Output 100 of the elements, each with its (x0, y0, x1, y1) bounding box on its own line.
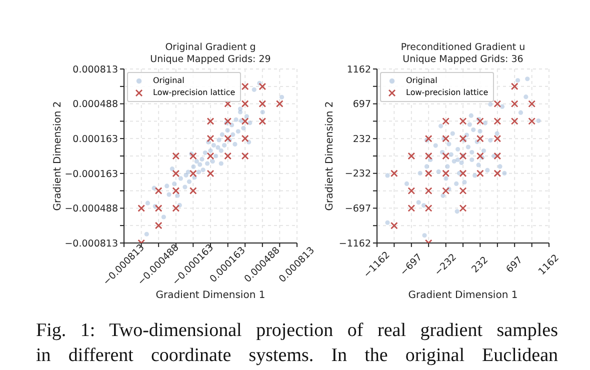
point (154, 222, 162, 230)
point (498, 164, 502, 169)
x-axis-title: Gradient Dimension 1 (156, 290, 266, 301)
point (476, 134, 484, 142)
point (494, 170, 502, 178)
point (494, 117, 502, 125)
point (438, 124, 444, 128)
point (502, 170, 507, 176)
point (494, 152, 502, 160)
legend-label: Low-precision lattice (153, 87, 236, 99)
point (206, 170, 214, 178)
point (248, 120, 252, 126)
point (510, 100, 518, 108)
point (216, 138, 222, 142)
x-axis-title: Gradient Dimension 1 (408, 290, 518, 301)
point (476, 162, 481, 168)
point (220, 132, 225, 137)
point (216, 145, 220, 150)
point (206, 152, 214, 160)
point (466, 144, 470, 150)
point (385, 220, 390, 225)
point (258, 100, 266, 108)
point (200, 168, 206, 172)
point (510, 82, 518, 90)
point (424, 152, 432, 160)
point (494, 131, 500, 136)
point (472, 173, 478, 178)
point (154, 204, 162, 212)
point (241, 118, 249, 125)
point (518, 110, 524, 115)
point (494, 100, 502, 108)
point (476, 152, 484, 160)
point (189, 187, 197, 194)
x-tick-label: 697 (504, 254, 525, 276)
point (436, 169, 441, 174)
point (276, 100, 284, 108)
point (175, 193, 180, 198)
point (494, 134, 502, 142)
point (422, 233, 427, 238)
point (408, 152, 416, 160)
y-tick-label: 232 (352, 134, 371, 145)
point (408, 204, 416, 212)
point (166, 192, 172, 197)
point (476, 170, 484, 178)
point (222, 143, 227, 148)
point (385, 173, 390, 178)
point (485, 168, 490, 173)
point (241, 82, 249, 90)
y-tick-label: 1162 (346, 64, 371, 76)
point (218, 161, 224, 166)
point (138, 204, 146, 212)
point (210, 159, 215, 164)
point (206, 118, 214, 125)
point (510, 117, 518, 125)
point (416, 200, 421, 205)
chart-subtitle: Unique Mapped Grids: 36 (402, 54, 524, 66)
point (211, 143, 216, 148)
point (421, 203, 426, 208)
point (230, 132, 236, 137)
point (170, 166, 174, 172)
point (459, 204, 467, 212)
point (528, 100, 536, 108)
x-tick-label: 232 (470, 254, 490, 276)
point (154, 187, 162, 194)
point (202, 150, 208, 156)
point (448, 152, 454, 157)
point (454, 181, 459, 186)
point (478, 128, 482, 134)
point (452, 158, 456, 164)
point (198, 162, 202, 167)
point (524, 94, 528, 100)
point (238, 106, 243, 112)
point (172, 182, 177, 186)
point (459, 160, 464, 166)
point (442, 170, 450, 178)
point (404, 181, 410, 186)
point (454, 209, 460, 214)
point (279, 94, 284, 100)
y-axis-title: Gradient Dimension 2 (52, 101, 64, 211)
point (194, 159, 199, 164)
point (172, 187, 180, 194)
point (241, 100, 249, 108)
point (444, 176, 448, 181)
point (433, 143, 438, 148)
point (205, 161, 210, 166)
y-tick-label: −0.000163 (64, 168, 118, 180)
point (536, 118, 541, 124)
y-tick-label: 0.000163 (72, 134, 118, 145)
point (442, 117, 450, 125)
point (525, 76, 530, 82)
point (457, 170, 462, 176)
point (482, 120, 488, 126)
point (144, 232, 149, 236)
point (424, 204, 432, 212)
point (459, 134, 467, 142)
point (442, 134, 450, 142)
point (260, 110, 265, 114)
point (456, 157, 460, 162)
chart-title: Original Gradient g (164, 42, 257, 54)
point (161, 214, 166, 220)
